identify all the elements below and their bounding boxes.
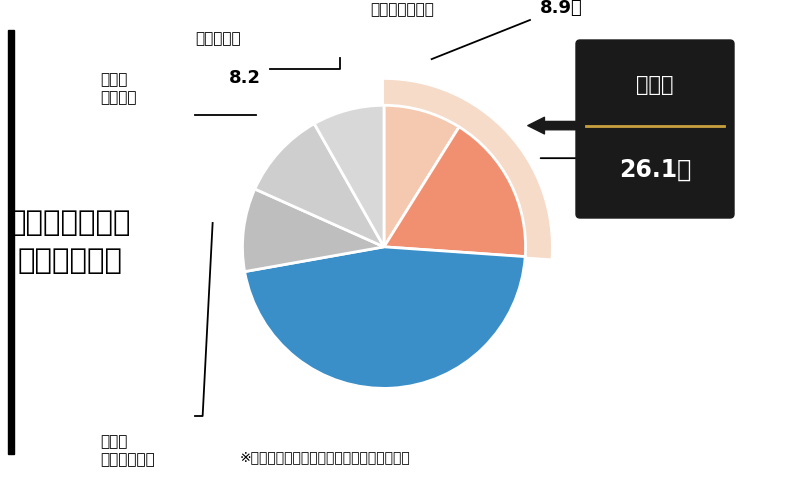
Text: リスキリングの
取り組み状況: リスキリングの 取り組み状況 — [9, 209, 131, 275]
Wedge shape — [384, 127, 526, 257]
Text: 10.1: 10.1 — [286, 161, 331, 179]
Text: 取り組んでいる: 取り組んでいる — [370, 2, 434, 17]
Text: 分からない: 分からない — [195, 31, 241, 46]
Text: 取り組み
たい: 取り組み たい — [685, 141, 722, 175]
Wedge shape — [314, 106, 384, 247]
Text: 取り組んで
いない
46.1: 取り組んで いない 46.1 — [354, 311, 424, 393]
Text: 積極的: 積極的 — [636, 75, 674, 95]
Wedge shape — [384, 106, 459, 247]
Text: 意味を
理解できない: 意味を 理解できない — [100, 434, 154, 468]
Text: 9.5: 9.5 — [270, 224, 302, 242]
Text: 8.2: 8.2 — [229, 69, 261, 87]
Text: 26.1％: 26.1％ — [619, 158, 691, 182]
Text: 17.2: 17.2 — [447, 185, 502, 205]
Text: ※帝国データバンクによる全国企業調査より: ※帝国データバンクによる全国企業調査より — [240, 450, 410, 464]
Text: 8.9％: 8.9％ — [540, 0, 582, 17]
FancyBboxPatch shape — [576, 40, 734, 218]
Text: 言葉も
知らない: 言葉も 知らない — [100, 72, 137, 106]
Wedge shape — [384, 80, 551, 258]
FancyArrowPatch shape — [528, 117, 578, 134]
Bar — [8, 30, 14, 454]
Wedge shape — [242, 189, 384, 272]
Wedge shape — [245, 247, 526, 388]
Wedge shape — [255, 124, 384, 247]
